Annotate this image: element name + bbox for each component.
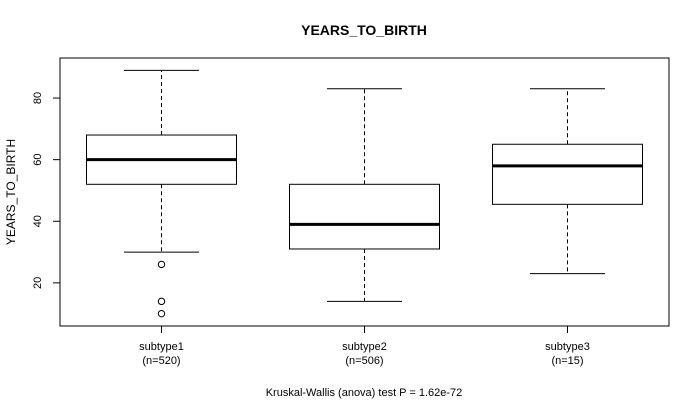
box-group-subtype3: subtype3 (n=15) (492, 88, 643, 367)
y-tick-label: 40 (32, 215, 44, 227)
category-label: subtype3 (545, 341, 590, 353)
y-tick-label: 20 (32, 277, 44, 289)
outlier-point (157, 297, 166, 306)
sample-size-label: (n=506) (345, 355, 383, 367)
y-axis-ticks: 20 40 60 80 (32, 92, 60, 289)
box-group-subtype2: subtype2 (n=506) (289, 88, 440, 367)
sample-size-label: (n=520) (142, 355, 180, 367)
y-tick-label: 60 (32, 154, 44, 166)
y-axis-label: YEARS_TO_BIRTH (4, 139, 18, 245)
box-groups: subtype1 (n=520) subtype2 (n=506) subtype3 (n… (86, 69, 643, 367)
outlier-point (157, 260, 166, 269)
category-label: subtype1 (139, 341, 184, 353)
box-group-subtype1: subtype1 (n=520) (86, 69, 237, 367)
iqr-box (492, 143, 643, 205)
test-footnote: Kruskal-Wallis (anova) test P = 1.62e-72 (266, 387, 463, 399)
category-label: subtype2 (342, 341, 387, 353)
sample-size-label: (n=15) (551, 355, 583, 367)
iqr-box (289, 183, 440, 250)
outlier-point (157, 309, 166, 318)
chart-title: YEARS_TO_BIRTH (301, 22, 427, 38)
y-tick-label: 80 (32, 92, 44, 104)
